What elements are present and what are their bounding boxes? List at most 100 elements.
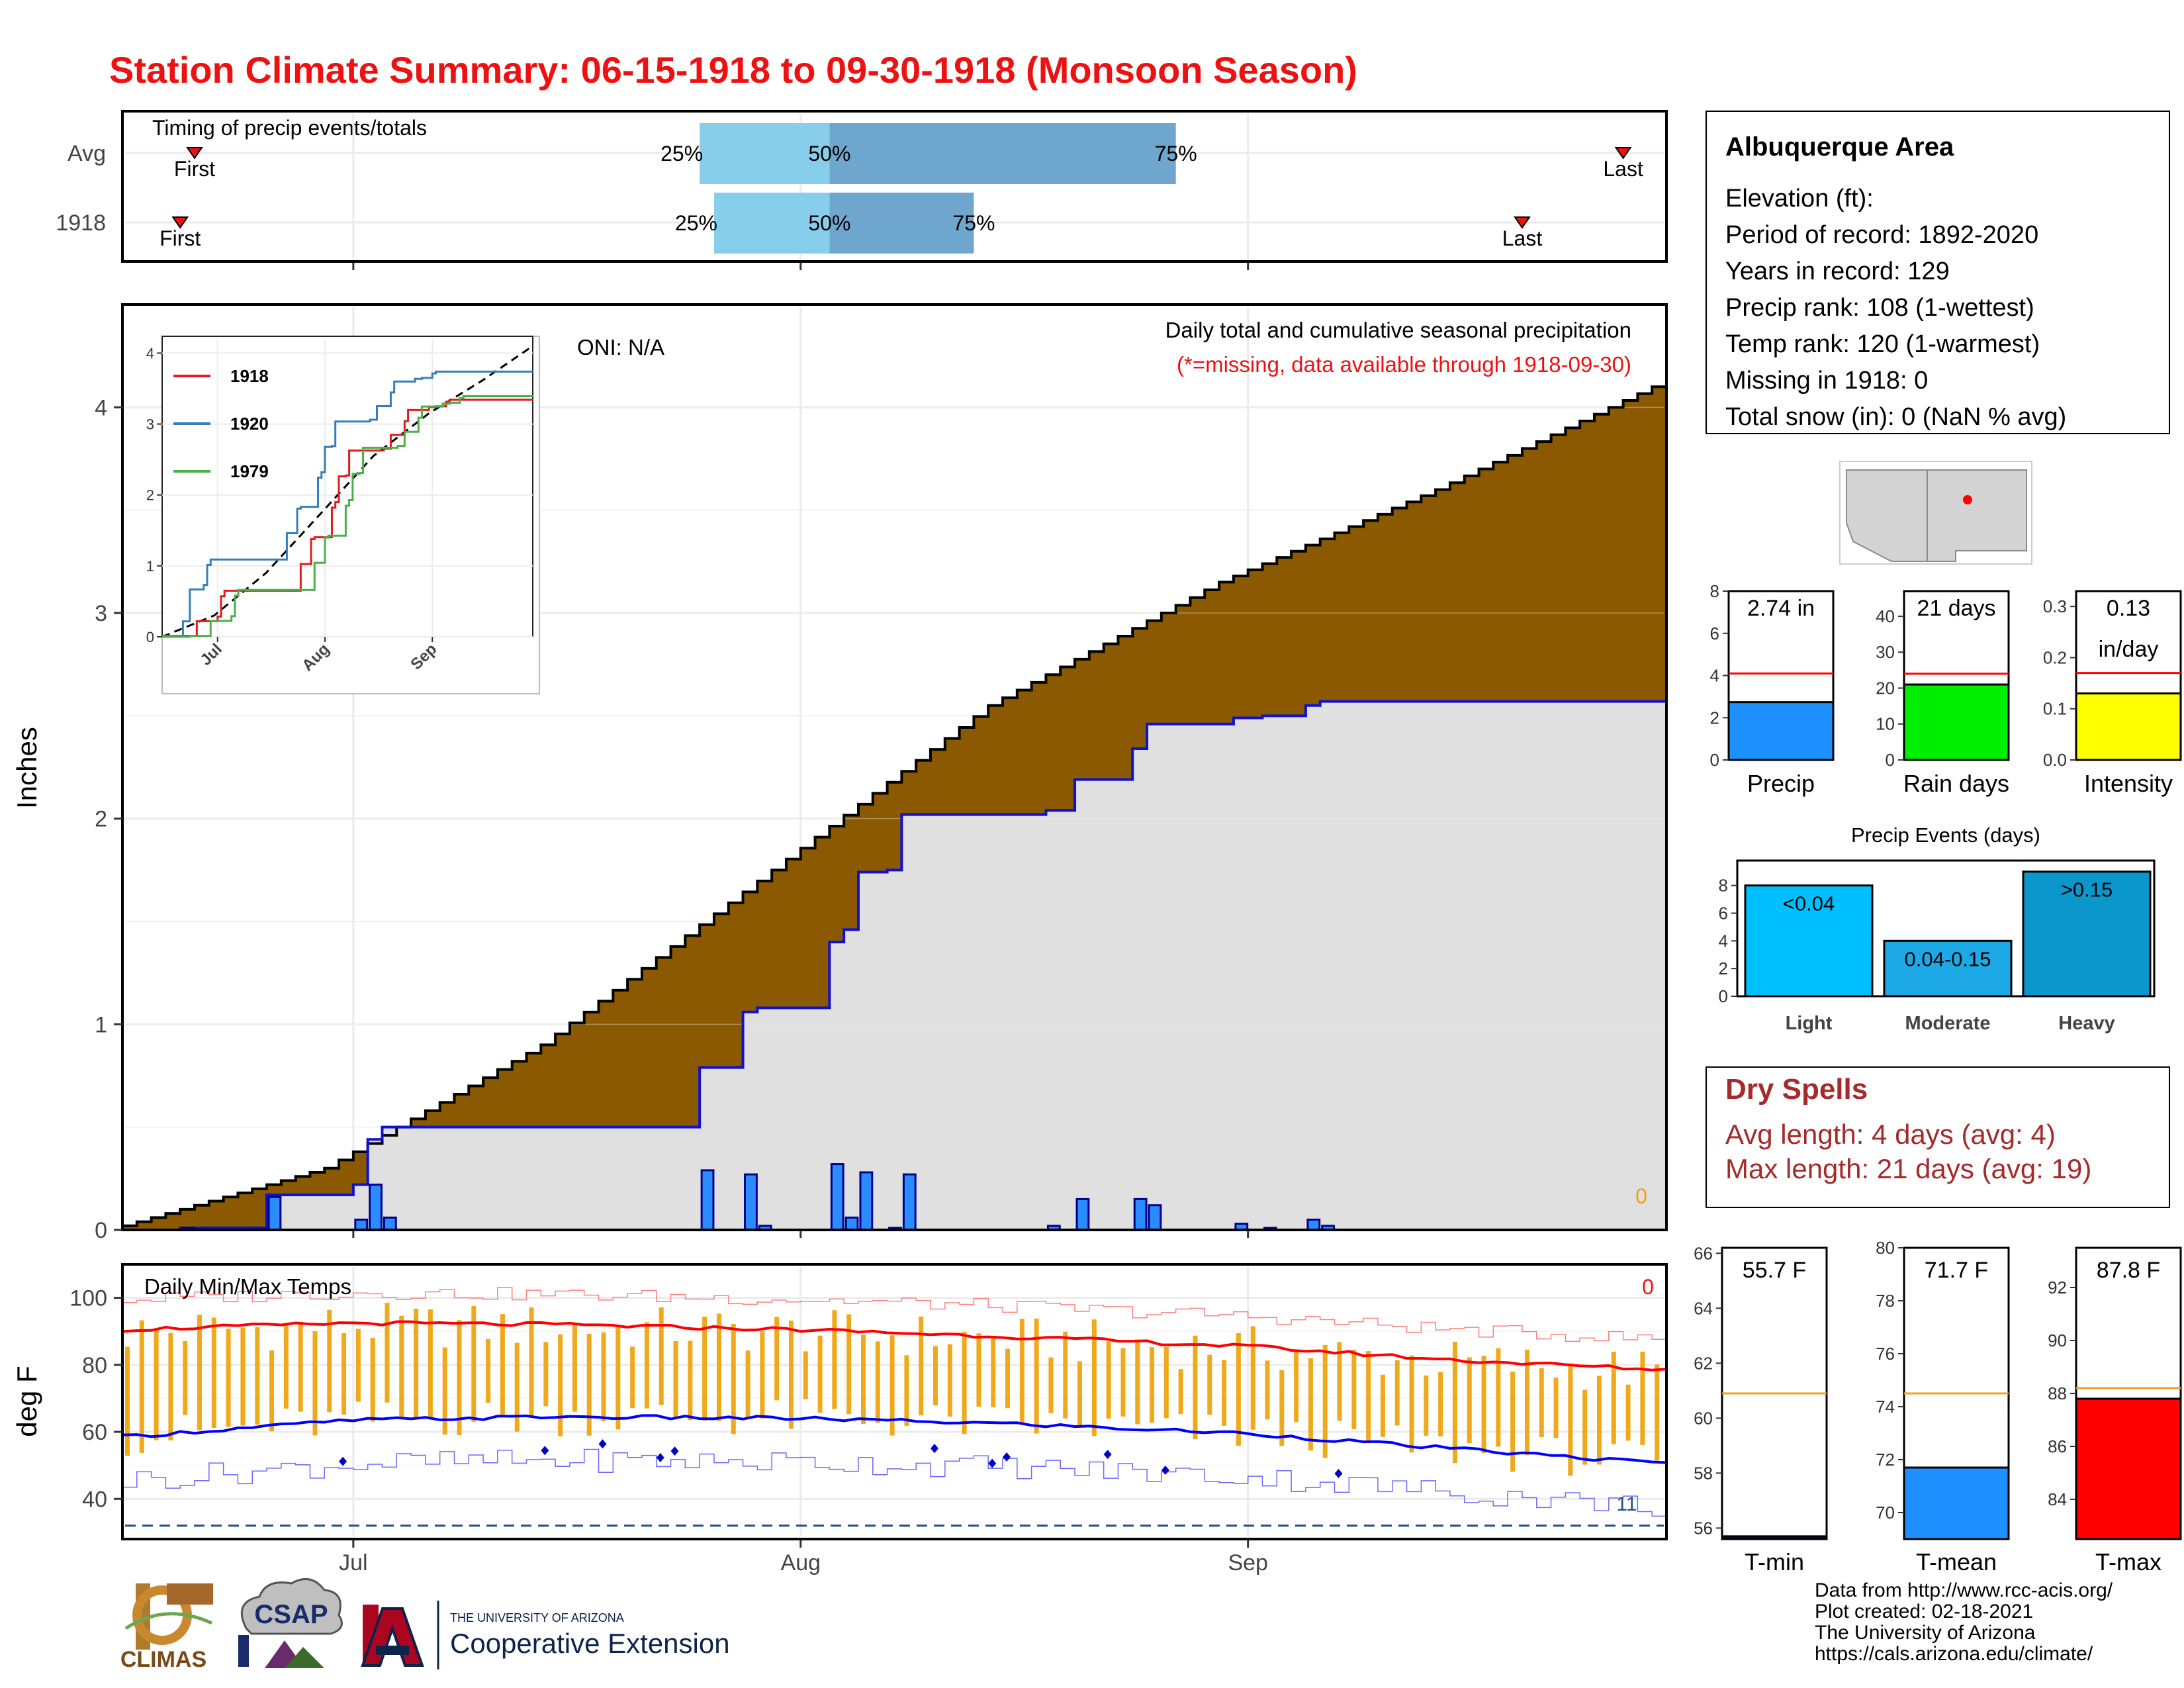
daily-temp-range-bar <box>125 1346 130 1456</box>
daily-temp-range-bar <box>947 1344 952 1417</box>
daily-temp-range-bar <box>760 1331 765 1419</box>
inset-ytick-label: 2 <box>146 487 154 504</box>
mini-bar-ytick-label: 4 <box>1710 666 1719 686</box>
quartile-label-75: 75% <box>952 211 995 235</box>
temp-bar-ytick-label: 72 <box>1876 1450 1895 1470</box>
precip-caption: Daily total and cumulative seasonal prec… <box>1165 318 1631 342</box>
last-event-marker <box>1614 147 1632 160</box>
daily-temp-range-bar <box>1135 1339 1140 1425</box>
temp-bar-ytick-label: 62 <box>1694 1353 1713 1373</box>
daily-temp-range-bar <box>1048 1357 1054 1413</box>
record-low-marker <box>931 1444 939 1454</box>
inset-ytick-label: 1 <box>146 558 154 575</box>
inset-series-line <box>162 395 533 638</box>
daily-temp-range-bar <box>1351 1350 1357 1429</box>
events-ytick-label: 2 <box>1719 959 1728 978</box>
daily-temp-range-bar <box>731 1324 736 1434</box>
temp-bar-ytick-label: 66 <box>1694 1243 1713 1263</box>
daily-temp-range-bar <box>255 1327 260 1425</box>
temp-bar-value-label: 55.7 F <box>1743 1258 1806 1283</box>
daily-temp-range-bar <box>1019 1319 1024 1425</box>
daily-temp-range-bar <box>745 1350 751 1419</box>
mini-bar-ytick-label: 0.0 <box>2043 750 2067 770</box>
station-info-line: Elevation (ft): <box>1725 185 1874 212</box>
daily-temp-range-bar <box>1207 1354 1212 1415</box>
dry-spells-title: Dry Spells <box>1725 1073 1868 1105</box>
daily-temp-range-bar <box>442 1347 447 1435</box>
station-info-line: Precip rank: 108 (1-wettest) <box>1725 294 2034 322</box>
mini-bar-ytick-label: 8 <box>1710 581 1719 601</box>
daily-temp-range-bar <box>1424 1375 1429 1436</box>
mini-bar-value <box>1727 701 1835 761</box>
ua-logo-big-text: Cooperative Extension <box>450 1628 730 1659</box>
record-low-marker <box>541 1446 549 1456</box>
quartile-label-75: 75% <box>1155 142 1197 165</box>
daily-temp-range-bar <box>774 1317 780 1401</box>
daily-temp-range-bar <box>933 1346 938 1406</box>
events-title: Precip Events (days) <box>1851 823 2040 847</box>
inset-legend-label: 1979 <box>230 461 269 481</box>
footer-line: Plot created: 02-18-2021 <box>1815 1601 2033 1622</box>
daily-temp-range-bar <box>500 1314 505 1415</box>
mini-bar-chart: 0.0 0.1 0.2 0.3 0.13 in/day Intensity <box>2043 590 2182 797</box>
temp-bar-value <box>1903 1466 2010 1540</box>
daily-temp-range-bar <box>197 1315 203 1430</box>
mini-bar-value-label: 0.13 <box>2107 596 2150 621</box>
missing-note: (*=missing, data available through 1918-… <box>1177 352 1631 377</box>
daily-precip-bar <box>267 1196 282 1231</box>
mini-bar-ytick-label: 30 <box>1876 642 1895 662</box>
inset-legend-label: 1918 <box>230 366 269 386</box>
temp-ytick-label: 100 <box>69 1286 107 1311</box>
footer-line: The University of Arizona <box>1815 1622 2036 1644</box>
daily-temp-range-bar <box>788 1320 794 1429</box>
csap-logo: CSAP <box>238 1577 343 1668</box>
events-bar <box>1744 884 1874 998</box>
temp-bar-chart: 70 72 74 76 78 80 71.7 F T-mean <box>1876 1238 2010 1575</box>
first-event-label: First <box>159 226 201 250</box>
daily-temp-range-bar <box>673 1341 678 1419</box>
daily-precip-bar <box>1075 1197 1090 1231</box>
daily-temp-range-bar <box>832 1310 837 1409</box>
seasonal-totals-bars: 0 2 4 6 8 2.74 in Precip 0 10 20 30 40 21 days Rain d… <box>1710 581 2182 797</box>
precip-ytick-label: 1 <box>95 1012 107 1037</box>
daily-temp-range-bar <box>269 1350 275 1432</box>
daily-temp-range-bar <box>572 1324 577 1412</box>
daily-temp-range-bar <box>471 1305 477 1422</box>
events-bar-label: <0.04 <box>1783 892 1835 915</box>
daily-temp-range-bar <box>875 1341 880 1423</box>
daily-temp-range-bar <box>846 1314 852 1415</box>
daily-temp-range-bar <box>298 1321 303 1412</box>
mini-bar-ytick-label: 20 <box>1876 678 1895 698</box>
daily-temp-range-bar <box>1106 1341 1111 1419</box>
record-tmax-line <box>122 1287 1666 1342</box>
temp-panel: Daily Min/Max Temps 0 11 deg F 40 60 80 100… <box>11 1263 1668 1575</box>
temp-bar-chart: 56 58 60 62 64 66 55.7 F T-min <box>1694 1243 1828 1575</box>
timing-label: Timing of precip events/totals <box>152 116 427 140</box>
daily-temp-range-bar <box>514 1342 520 1432</box>
temp-bar-ytick-label: 86 <box>2048 1436 2067 1456</box>
university-of-arizona-logo: THE UNIVERSITY OF ARIZONA Cooperative Ex… <box>361 1601 730 1669</box>
temp-bar-ytick-label: 70 <box>1876 1503 1895 1523</box>
precip-ylabel: Inches <box>11 727 42 809</box>
daily-temp-range-bar <box>1438 1372 1443 1436</box>
temp-ytick-label: 40 <box>82 1487 107 1512</box>
daily-temp-range-bar <box>1193 1335 1198 1440</box>
daily-temp-range-bar <box>486 1338 491 1403</box>
daily-temp-range-bar <box>1366 1351 1371 1442</box>
daily-temp-range-bar <box>962 1331 967 1434</box>
freeze-count: 11 <box>1616 1493 1637 1515</box>
daily-precip-bar <box>744 1173 758 1231</box>
daily-temp-range-bar <box>399 1315 404 1420</box>
daily-temp-range-bar <box>702 1317 707 1421</box>
quartile-label-25: 25% <box>660 142 703 165</box>
daily-temp-range-bar <box>1625 1384 1631 1441</box>
temp-bar-value-label: 71.7 F <box>1925 1258 1988 1283</box>
mini-bar-label: Precip <box>1747 770 1815 797</box>
temp-bar-value-label: 87.8 F <box>2097 1258 2160 1283</box>
daily-temp-range-bar <box>991 1337 996 1407</box>
first-event-marker <box>186 147 203 160</box>
timing-row-avg: Avg <box>68 141 106 166</box>
temp-bar-ytick-label: 56 <box>1694 1518 1713 1538</box>
page-title: Station Climate Summary: 06-15-1918 to 0… <box>109 49 1357 91</box>
